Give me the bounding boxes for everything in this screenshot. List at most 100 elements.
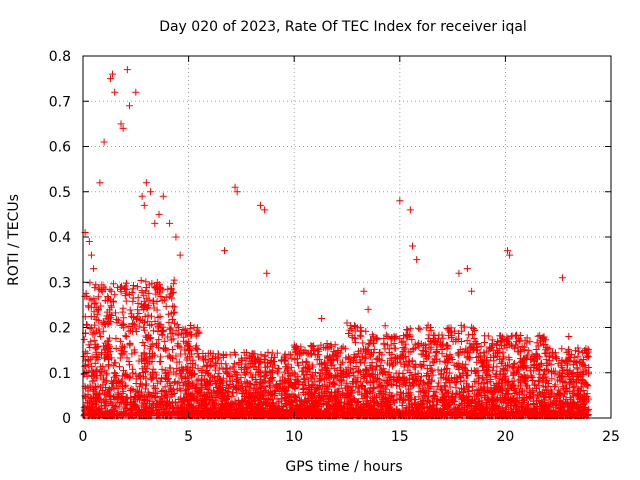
roti-point xyxy=(148,312,156,320)
roti-point xyxy=(103,308,111,316)
roti-point xyxy=(457,373,465,381)
roti-point xyxy=(438,398,446,406)
roti-point xyxy=(526,367,534,375)
roti-point xyxy=(199,411,207,419)
roti-point xyxy=(468,323,476,331)
roti-point xyxy=(228,406,236,414)
roti-point xyxy=(297,396,305,404)
roti-point xyxy=(509,395,517,403)
roti-point xyxy=(575,348,583,356)
roti-point xyxy=(503,340,511,348)
roti-point xyxy=(346,326,354,334)
roti-point xyxy=(390,360,398,368)
roti-point xyxy=(250,386,258,394)
roti-point xyxy=(464,347,472,355)
roti-point xyxy=(458,338,466,346)
roti-point xyxy=(346,355,354,363)
roti-point xyxy=(311,378,319,386)
roti-point xyxy=(427,368,435,376)
roti-point xyxy=(379,408,387,416)
roti-point xyxy=(488,343,496,351)
roti-point xyxy=(141,312,149,320)
roti-point xyxy=(359,339,367,347)
roti-point xyxy=(114,316,122,324)
roti-point xyxy=(146,321,154,329)
roti-point xyxy=(121,282,129,290)
roti-point xyxy=(401,344,409,352)
roti-point xyxy=(347,324,355,332)
roti-point xyxy=(101,296,109,304)
roti-point xyxy=(286,403,294,411)
roti-point xyxy=(273,367,281,375)
roti-point xyxy=(381,345,389,353)
roti-point xyxy=(244,382,252,390)
roti-point xyxy=(318,388,326,396)
roti-point xyxy=(108,401,116,409)
roti-point xyxy=(542,365,550,373)
roti-point xyxy=(177,344,185,352)
roti-point xyxy=(217,380,225,388)
roti-point xyxy=(169,315,177,323)
roti-point xyxy=(492,380,500,388)
roti-point xyxy=(99,288,107,296)
roti-point xyxy=(574,344,582,352)
roti-point xyxy=(447,353,455,361)
roti-point xyxy=(464,371,472,379)
roti-point xyxy=(104,407,112,415)
roti-point xyxy=(114,392,122,400)
roti-point xyxy=(271,353,279,361)
roti-point xyxy=(138,289,146,297)
roti-point xyxy=(281,357,289,365)
roti-point xyxy=(495,379,503,387)
roti-point xyxy=(357,378,365,386)
roti-point xyxy=(337,376,345,384)
roti-point xyxy=(179,378,187,386)
roti-point xyxy=(260,373,268,381)
roti-point xyxy=(395,369,403,377)
roti-point xyxy=(214,355,222,363)
roti-point xyxy=(305,410,313,418)
roti-point xyxy=(134,306,142,314)
roti-point xyxy=(302,390,310,398)
roti-point xyxy=(139,373,147,381)
roti-point xyxy=(424,393,432,401)
roti-point xyxy=(534,392,542,400)
data-points xyxy=(80,66,593,420)
roti-point xyxy=(390,397,398,405)
roti-point xyxy=(123,354,131,362)
roti-point xyxy=(219,374,227,382)
roti-point xyxy=(400,346,408,354)
roti-point xyxy=(511,344,519,352)
roti-point xyxy=(112,335,120,343)
roti-point xyxy=(94,285,102,293)
roti-point xyxy=(213,411,221,419)
roti-point xyxy=(183,354,191,362)
roti-point xyxy=(129,297,137,305)
roti-point xyxy=(539,402,547,410)
roti-point xyxy=(145,281,153,289)
roti-point xyxy=(195,328,203,336)
roti-point xyxy=(262,369,270,377)
roti-point xyxy=(558,372,566,380)
roti-point xyxy=(178,367,186,375)
roti-point xyxy=(96,407,104,415)
roti-point xyxy=(145,302,153,310)
roti-point xyxy=(109,280,117,288)
roti-point xyxy=(431,332,439,340)
roti-point xyxy=(458,327,466,335)
roti-point xyxy=(255,401,263,409)
roti-point xyxy=(535,381,543,389)
roti-point xyxy=(163,369,171,377)
roti-point xyxy=(487,353,495,361)
roti-point xyxy=(445,332,453,340)
roti-point xyxy=(83,349,91,357)
roti-point xyxy=(97,286,105,294)
roti-point xyxy=(101,320,109,328)
roti-point xyxy=(508,341,516,349)
roti-point xyxy=(373,355,381,363)
roti-point xyxy=(476,402,484,410)
roti-point xyxy=(565,345,573,353)
roti-point xyxy=(465,403,473,411)
roti-point xyxy=(417,350,425,358)
roti-point xyxy=(466,340,474,348)
